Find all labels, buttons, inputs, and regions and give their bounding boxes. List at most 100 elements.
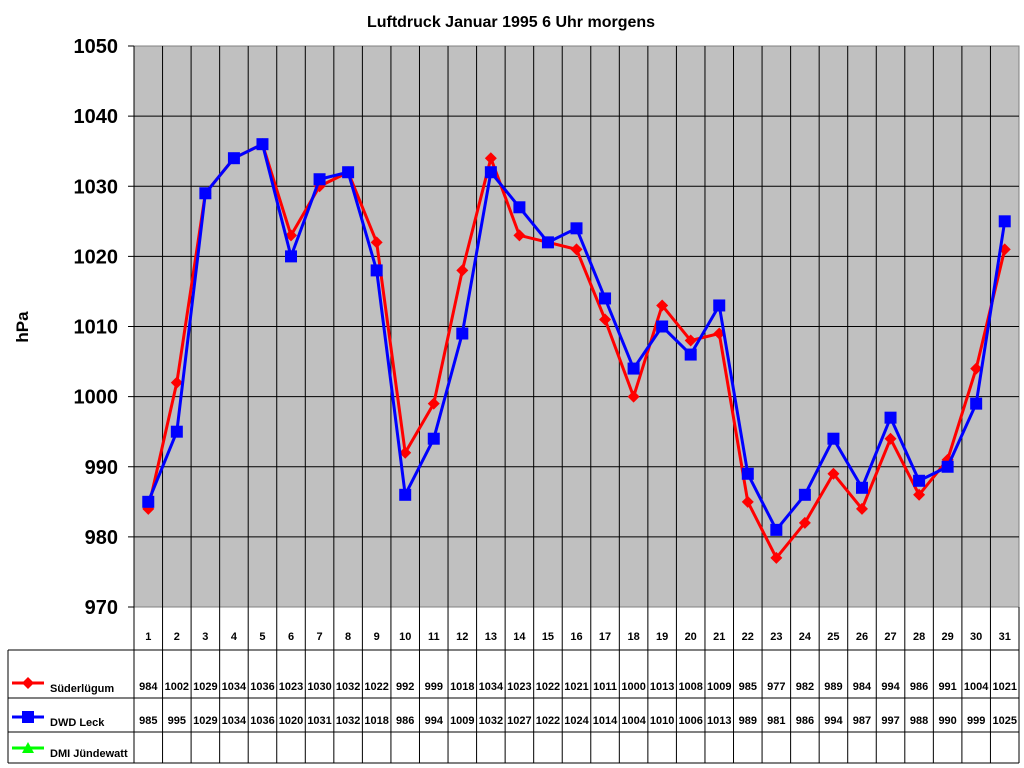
category-label: 2 — [174, 631, 180, 643]
diamond-marker-icon — [855, 502, 868, 515]
diamond-marker-icon — [770, 551, 783, 564]
square-marker-icon — [484, 166, 497, 179]
square-marker-icon — [770, 523, 783, 536]
y-tick-label: 970 — [85, 597, 118, 619]
table-cell: 1006 — [678, 715, 702, 727]
diamond-marker-icon — [484, 152, 497, 165]
chart-title: Luftdruck Januar 1995 6 Uhr morgens — [367, 14, 655, 31]
table-cell: 1032 — [479, 715, 503, 727]
table-cell: 1014 — [593, 715, 618, 727]
category-label: 17 — [599, 631, 611, 643]
category-label: 5 — [259, 631, 265, 643]
square-marker-icon — [170, 425, 183, 438]
category-label: 27 — [884, 631, 896, 643]
table-cell: 1036 — [250, 715, 274, 727]
diamond-marker-icon — [970, 362, 983, 375]
table-cell: 1031 — [307, 715, 331, 727]
category-label: 24 — [799, 631, 812, 643]
table-cell: 1004 — [621, 715, 646, 727]
category-label: 8 — [345, 631, 351, 643]
category-label: 28 — [913, 631, 925, 643]
square-marker-icon — [941, 460, 954, 473]
category-label: 23 — [770, 631, 782, 643]
table-cell: 1021 — [992, 681, 1016, 693]
series-dwd-leck — [142, 138, 1011, 536]
square-marker-icon — [570, 222, 583, 235]
table-cell: 981 — [767, 715, 785, 727]
square-marker-icon — [227, 152, 240, 165]
table-cell: 1020 — [279, 715, 303, 727]
table-cell: 989 — [739, 715, 757, 727]
table-cell: 995 — [168, 715, 186, 727]
table-cell: 1004 — [964, 681, 989, 693]
table-cell: 986 — [910, 681, 928, 693]
category-label: 19 — [656, 631, 668, 643]
data-table: 1 2 3 4 5 6 7 8 9 10 11 12 13 14 15 16 17 18 19 20 21 22 23 24 2… — [7, 607, 1020, 764]
category-label: 21 — [713, 631, 725, 643]
table-cell: 1032 — [336, 681, 360, 693]
category-label: 29 — [942, 631, 954, 643]
square-marker-icon — [456, 327, 469, 340]
diamond-marker-icon — [913, 488, 926, 501]
square-marker-icon — [342, 166, 355, 179]
category-label: 9 — [374, 631, 380, 643]
table-cell: 1018 — [364, 715, 388, 727]
table-cell: 992 — [396, 681, 414, 693]
square-marker-icon — [998, 215, 1011, 228]
diamond-marker-icon — [798, 516, 811, 529]
table-cell: 994 — [425, 715, 444, 727]
table-cell: 985 — [739, 681, 757, 693]
table-cell: 987 — [853, 715, 871, 727]
table-cell: 1027 — [507, 715, 531, 727]
category-label: 6 — [288, 631, 294, 643]
square-marker-icon — [827, 432, 840, 445]
y-tick-label: 1010 — [74, 317, 119, 339]
category-label: 18 — [627, 631, 639, 643]
y-axis: 970 980 990 1000 1010 1020 1030 1040 1050 — [74, 36, 135, 763]
category-label: 4 — [231, 631, 238, 643]
category-label: 22 — [742, 631, 754, 643]
category-label: 30 — [970, 631, 982, 643]
table-cell: 991 — [938, 681, 956, 693]
category-label: 16 — [570, 631, 582, 643]
table-cell: 1024 — [564, 715, 589, 727]
square-marker-icon — [599, 292, 612, 305]
category-label: 15 — [542, 631, 554, 643]
square-marker-icon — [541, 236, 554, 249]
table-cell: 1009 — [450, 715, 474, 727]
category-label: 13 — [485, 631, 497, 643]
table-cell: 1034 — [222, 681, 247, 693]
legend-label: DWD Leck — [50, 717, 105, 729]
table-cell: 1022 — [364, 681, 388, 693]
table-cell: 1029 — [193, 681, 217, 693]
table-cell: 984 — [139, 681, 158, 693]
table-cell: 994 — [824, 715, 843, 727]
diamond-marker-icon — [827, 467, 840, 480]
square-marker-icon — [513, 201, 526, 214]
diamond-marker-icon — [285, 229, 298, 242]
table-cell: 1032 — [336, 715, 360, 727]
table-cell: 986 — [796, 715, 814, 727]
y-axis-label: hPa — [13, 311, 32, 343]
table-cell: 982 — [796, 681, 814, 693]
table-cell: 1000 — [621, 681, 645, 693]
square-marker-icon — [285, 250, 298, 263]
table-cell: 1018 — [450, 681, 474, 693]
diamond-marker-icon — [456, 264, 469, 277]
diamond-marker-icon — [570, 243, 583, 256]
table-cell: 1029 — [193, 715, 217, 727]
square-marker-icon — [884, 411, 897, 424]
category-label: 25 — [827, 631, 839, 643]
category-label: 12 — [456, 631, 468, 643]
square-marker-icon — [627, 362, 640, 375]
category-label: 11 — [428, 631, 440, 643]
table-cell: 1013 — [707, 715, 731, 727]
legend-label: DMI Jündewatt — [50, 748, 128, 760]
square-marker-icon — [427, 432, 440, 445]
square-marker-icon — [913, 474, 926, 487]
plot-area — [133, 45, 1020, 608]
table-cell: 1008 — [678, 681, 702, 693]
table-cell: 1034 — [222, 715, 247, 727]
table-cell: 977 — [767, 681, 785, 693]
